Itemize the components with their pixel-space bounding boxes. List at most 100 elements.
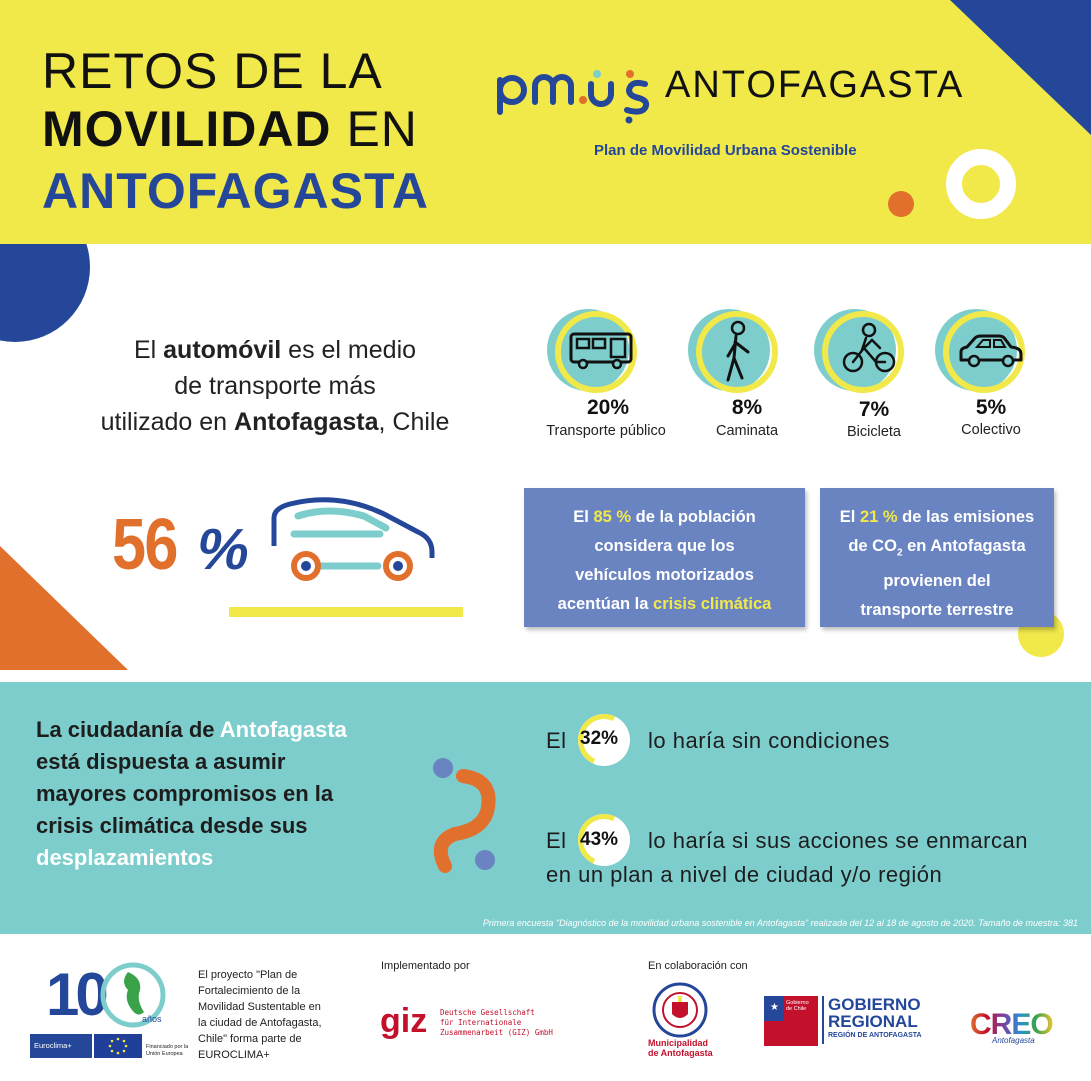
- intro-text-4: , Chile: [378, 408, 450, 436]
- orange-triangle-decoration: [0, 546, 128, 670]
- title-movilidad: MOVILIDAD: [42, 101, 332, 157]
- chile-flag-red: [764, 1021, 818, 1046]
- star-icon: ★: [770, 1002, 779, 1013]
- stat-box-emissions: El 21 % de las emisiones de CO2 en Antof…: [820, 488, 1054, 627]
- box1-text: El: [573, 508, 594, 526]
- title-line-2: MOVILIDAD EN: [42, 100, 418, 158]
- ten-years-label: años: [142, 1014, 162, 1024]
- car-stat-value: 56: [112, 505, 178, 585]
- mode-bicycle: [812, 306, 922, 436]
- box2-line: provienen del: [883, 572, 991, 591]
- intro-text-3: utilizado en: [100, 408, 235, 436]
- giz-line: Deutsche Gesellschaft: [440, 1008, 535, 1017]
- project-line: EUROCLIMA+: [198, 1049, 270, 1061]
- box2-text: en Antofagasta: [902, 537, 1026, 555]
- euroclima-badge: Euroclima+: [30, 1034, 92, 1058]
- mode-label: Colectivo: [961, 422, 1021, 438]
- stat2-bubble: [578, 814, 630, 866]
- gobierno-regional-name: GOBIERNO REGIONAL: [828, 996, 921, 1030]
- pmus-logo-mark: [497, 70, 650, 124]
- intro-antofagasta: Antofagasta: [234, 408, 379, 436]
- intro-automovil: automóvil: [163, 336, 282, 364]
- title-line-1: RETOS DE LA: [42, 43, 383, 99]
- pmus-logo-city: ANTOFAGASTA: [665, 64, 965, 106]
- box2-text: El: [839, 508, 860, 526]
- pmus-subtitle: Plan de Movilidad Urbana Sostenible: [594, 142, 857, 159]
- box2-text: de las emisiones: [897, 508, 1035, 526]
- gob-line: REGIONAL: [828, 1012, 918, 1031]
- giz-line: für Internationale: [440, 1018, 522, 1027]
- mode-walking: [686, 306, 796, 436]
- stat2-value: 43%: [580, 829, 619, 850]
- intro-text: El automóvil es el medio de transporte m…: [55, 332, 495, 440]
- mode-label: Caminata: [715, 423, 779, 439]
- mode-label: Transporte público: [546, 423, 666, 439]
- stat1-prefix: El: [546, 728, 567, 753]
- box2-text: de CO: [848, 537, 897, 555]
- mode-pct: 5%: [975, 396, 1007, 419]
- mode-pct: 7%: [858, 398, 890, 421]
- citizens-section: La ciudadanía de Antofagasta está dispue…: [0, 682, 1091, 934]
- mode-ring: [696, 311, 778, 393]
- intro-line-2: de transporte más: [174, 372, 376, 400]
- giz-line: Zusammenarbeit (GIZ) GmbH: [440, 1028, 553, 1037]
- municipality-seal-icon: [652, 982, 708, 1038]
- globe-icon: [100, 962, 166, 1028]
- citizens-line: La ciudadanía de: [36, 717, 220, 742]
- survey-footnote: Primera encuesta "Diagnóstico de la movi…: [482, 918, 1078, 928]
- title-en: EN: [331, 101, 418, 157]
- car-icon: [959, 334, 1023, 368]
- citizens-line: mayores compromisos en la: [36, 781, 334, 806]
- orange-dot-decoration: [888, 191, 914, 217]
- navy-circle-decoration: [0, 244, 90, 342]
- stat1-text: lo haría sin condiciones: [648, 728, 890, 753]
- gob-line: GOBIERNO: [828, 995, 921, 1014]
- collaboration-label: En colaboración con: [648, 960, 748, 972]
- chile-flag-blue: [764, 996, 784, 1021]
- citizens-line: está dispuesta a asumir: [36, 749, 286, 774]
- municipality-line: Municipalidad: [648, 1038, 709, 1048]
- box2-subscript: 2: [896, 547, 903, 559]
- project-line: Fortalecimiento de la: [198, 985, 301, 997]
- giz-logo: giz: [380, 1002, 428, 1040]
- box1-highlight: crisis climática: [653, 595, 772, 613]
- question-mark-decoration: [433, 758, 496, 873]
- mode-ring: [822, 311, 904, 393]
- project-line: la ciudad de Antofagasta,: [198, 1017, 322, 1029]
- mode-label: Bicicleta: [847, 424, 901, 440]
- implemented-by-label: Implementado por: [381, 960, 470, 972]
- stat2-text: lo haría si sus acciones se enmarcan: [648, 828, 1028, 853]
- stat-box-population: El 85 % de la población considera que lo…: [524, 488, 805, 627]
- transport-section: El automóvil es el medio de transporte m…: [0, 244, 1091, 682]
- stat2-text-line2: en un plan a nivel de ciudad y/o región: [546, 862, 943, 887]
- partners-footer: 10 años Euroclima+ Financiado por la Uni…: [0, 934, 1091, 1081]
- gob-chile-label: Gobierno de Chile: [784, 996, 818, 1021]
- box1-line: considera que los: [594, 537, 735, 555]
- municipality-line: de Antofagasta: [648, 1048, 713, 1058]
- box1-text: de la población: [631, 508, 756, 526]
- car-illustration: [271, 497, 435, 581]
- eu-funding-text: Financiado por la Unión Europea: [146, 1044, 189, 1057]
- box2-highlight: transporte terrestre: [860, 601, 1014, 620]
- creo-logo: CREO: [970, 1008, 1054, 1041]
- mode-shared-taxi: [933, 306, 1043, 436]
- citizens-desplazamientos: desplazamientos: [36, 845, 214, 870]
- bus-icon: [569, 332, 633, 370]
- yellow-underline-decoration: [229, 607, 463, 617]
- title-line-3: ANTOFAGASTA: [42, 163, 429, 219]
- navy-triangle-decoration: [950, 0, 1091, 135]
- pmus-logo: ANTOFAGASTA: [495, 62, 1015, 124]
- giz-text: Deutsche Gesellschaft für Internationale…: [440, 1008, 553, 1038]
- project-line: El proyecto "Plan de: [198, 969, 298, 981]
- mode-public-transport: [545, 306, 655, 436]
- citizens-text: La ciudadanía de Antofagasta está dispue…: [36, 714, 416, 874]
- white-ring-decoration: [946, 149, 1016, 219]
- stat1-bubble: [578, 714, 630, 766]
- mode-pct: 8%: [731, 396, 763, 419]
- creo-city: Antofagasta: [992, 1036, 1035, 1045]
- citizens-antofagasta: Antofagasta: [219, 717, 347, 742]
- project-line: Movilidad Sustentable en: [198, 1001, 321, 1013]
- eu-flag-icon: [94, 1034, 142, 1058]
- gobierno-chile-logo: Gobierno de Chile ★: [764, 996, 818, 1046]
- intro-text-2: es el medio: [281, 336, 417, 364]
